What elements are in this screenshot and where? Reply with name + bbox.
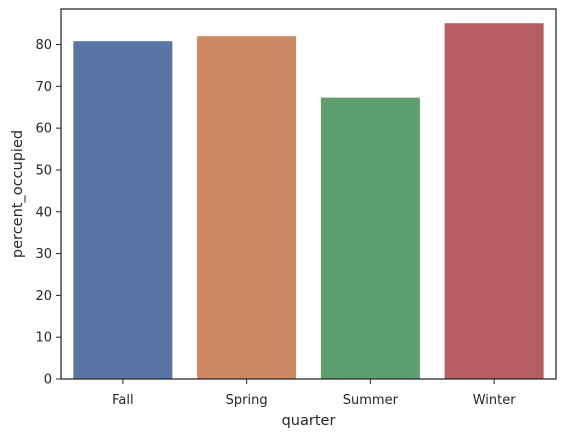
x-tick-label-spring: Spring (226, 393, 268, 408)
bar-summer (321, 98, 420, 379)
x-tick-label-winter: Winter (473, 393, 517, 408)
x-axis-ticks: Fall Spring Summer Winter (112, 379, 516, 408)
bars-group (73, 23, 543, 379)
y-tick-label: 10 (35, 331, 52, 346)
bar-spring (197, 36, 296, 379)
y-tick-label: 70 (35, 80, 52, 95)
x-tick-label-fall: Fall (112, 393, 133, 408)
y-tick-label: 60 (35, 122, 52, 137)
y-tick-label: 20 (35, 289, 52, 304)
y-axis-ticks: 0 10 20 30 40 50 60 70 80 (35, 38, 61, 387)
y-tick-label: 40 (35, 205, 52, 220)
y-tick-label: 80 (35, 38, 52, 53)
y-axis-label: percent_occupied (10, 130, 26, 258)
x-axis-label: quarter (282, 413, 336, 429)
y-tick-label: 50 (35, 163, 52, 178)
y-tick-label: 30 (35, 247, 52, 262)
bar-winter (445, 23, 544, 379)
x-tick-label-summer: Summer (343, 393, 399, 408)
y-tick-label: 0 (44, 373, 52, 388)
bar-fall (73, 41, 172, 379)
